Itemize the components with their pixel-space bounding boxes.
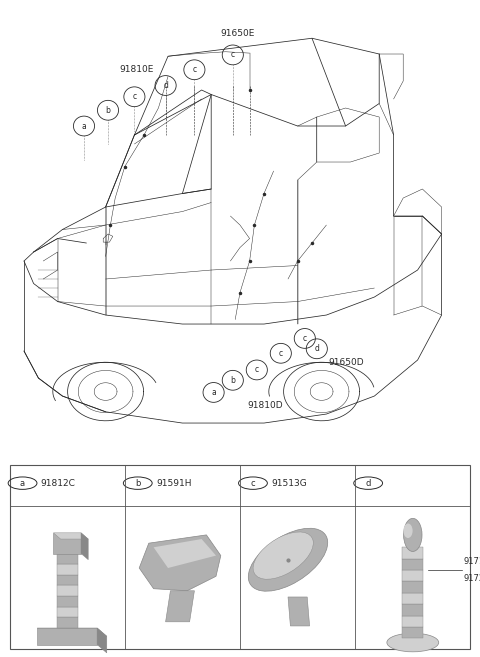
Text: 91715A: 91715A [464, 557, 480, 566]
Polygon shape [57, 575, 78, 585]
Text: a: a [82, 122, 86, 131]
Polygon shape [57, 618, 78, 628]
Text: 91513G: 91513G [271, 479, 307, 487]
Text: d: d [163, 81, 168, 90]
Ellipse shape [404, 518, 422, 551]
Polygon shape [402, 581, 423, 593]
Ellipse shape [248, 528, 328, 591]
Polygon shape [402, 570, 423, 581]
Polygon shape [402, 593, 423, 604]
Polygon shape [402, 547, 423, 558]
Polygon shape [57, 585, 78, 596]
Text: 91591H: 91591H [156, 479, 192, 487]
Polygon shape [402, 616, 423, 627]
Text: 91810E: 91810E [120, 65, 154, 74]
Text: b: b [106, 106, 110, 115]
Text: a: a [20, 479, 25, 487]
Text: 91650D: 91650D [329, 358, 364, 367]
Polygon shape [37, 628, 107, 636]
Polygon shape [288, 597, 310, 626]
Text: b: b [230, 376, 235, 385]
Polygon shape [57, 564, 78, 575]
Text: c: c [255, 365, 259, 374]
Text: c: c [251, 479, 255, 487]
Polygon shape [37, 628, 97, 645]
Text: b: b [135, 479, 141, 487]
Text: c: c [132, 92, 136, 101]
Text: 91810D: 91810D [247, 401, 283, 411]
Ellipse shape [403, 524, 413, 538]
Text: 91721: 91721 [464, 574, 480, 583]
Text: d: d [365, 479, 371, 487]
Text: c: c [192, 65, 196, 74]
Polygon shape [57, 607, 78, 618]
Polygon shape [402, 604, 423, 616]
Text: 91812C: 91812C [41, 479, 76, 487]
Polygon shape [154, 539, 216, 568]
Text: 91650E: 91650E [220, 30, 255, 38]
Polygon shape [97, 628, 107, 653]
Text: c: c [303, 334, 307, 343]
Ellipse shape [253, 532, 313, 579]
Text: c: c [231, 51, 235, 59]
Polygon shape [53, 533, 88, 539]
Polygon shape [402, 627, 423, 639]
Polygon shape [57, 553, 78, 564]
Text: c: c [279, 349, 283, 358]
Text: a: a [211, 388, 216, 397]
Polygon shape [53, 533, 81, 553]
Polygon shape [139, 535, 221, 591]
Text: d: d [314, 344, 319, 353]
Polygon shape [402, 558, 423, 570]
Polygon shape [166, 591, 194, 622]
Polygon shape [81, 533, 88, 560]
Ellipse shape [387, 633, 439, 652]
Polygon shape [57, 596, 78, 607]
